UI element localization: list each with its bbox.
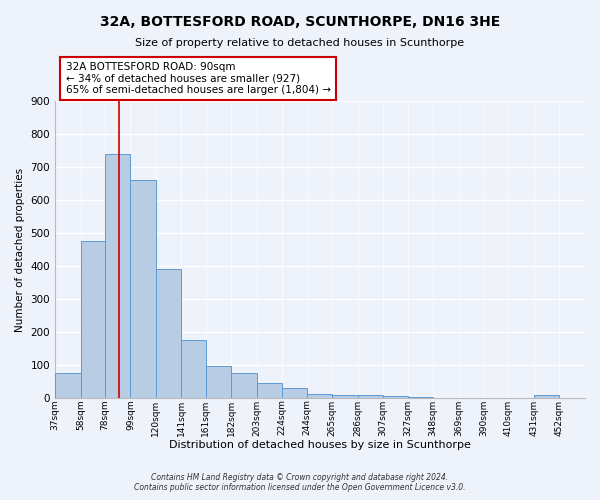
Bar xyxy=(358,396,383,398)
Text: 32A, BOTTESFORD ROAD, SCUNTHORPE, DN16 3HE: 32A, BOTTESFORD ROAD, SCUNTHORPE, DN16 3… xyxy=(100,15,500,29)
Text: Contains HM Land Registry data © Crown copyright and database right 2024.
Contai: Contains HM Land Registry data © Crown c… xyxy=(134,473,466,492)
Y-axis label: Number of detached properties: Number of detached properties xyxy=(15,168,25,332)
Text: 32A BOTTESFORD ROAD: 90sqm
← 34% of detached houses are smaller (927)
65% of sem: 32A BOTTESFORD ROAD: 90sqm ← 34% of deta… xyxy=(65,62,331,95)
Bar xyxy=(80,241,105,398)
Bar xyxy=(206,366,231,398)
Bar xyxy=(181,340,206,398)
Bar xyxy=(130,180,156,398)
Bar xyxy=(156,270,181,398)
X-axis label: Distribution of detached houses by size in Scunthorpe: Distribution of detached houses by size … xyxy=(169,440,471,450)
Bar xyxy=(332,395,358,398)
Bar xyxy=(257,383,283,398)
Bar xyxy=(105,154,130,398)
Bar xyxy=(383,396,407,398)
Bar xyxy=(407,396,433,398)
Bar xyxy=(231,374,257,398)
Text: Size of property relative to detached houses in Scunthorpe: Size of property relative to detached ho… xyxy=(136,38,464,48)
Bar xyxy=(307,394,332,398)
Bar xyxy=(534,396,559,398)
Bar xyxy=(55,374,80,398)
Bar xyxy=(283,388,307,398)
